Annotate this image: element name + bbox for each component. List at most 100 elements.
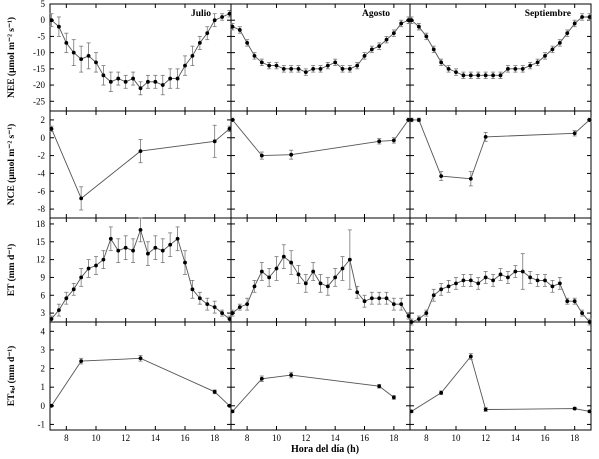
panel-frame-r1-septiembre <box>409 110 592 219</box>
data-point <box>491 73 495 78</box>
data-point <box>587 15 592 19</box>
data-point <box>528 63 533 68</box>
panel-frame-r3-agosto <box>230 321 411 431</box>
data-point <box>520 66 525 71</box>
y-tick-label: 2 <box>41 115 46 125</box>
x-axis-label: Hora del día (h) <box>291 444 359 455</box>
column-title-julio: Julio <box>191 9 211 19</box>
data-point <box>498 272 503 277</box>
panel-frame-r1-agosto <box>230 110 411 219</box>
data-point <box>572 299 577 304</box>
data-point <box>417 24 421 29</box>
data-point <box>340 266 345 271</box>
data-point <box>476 73 481 78</box>
data-point <box>296 272 301 277</box>
data-point <box>439 287 444 292</box>
data-point <box>431 47 436 52</box>
data-point <box>64 41 69 45</box>
data-point <box>520 269 525 274</box>
y-tick-label: 5 <box>41 0 46 9</box>
data-point <box>483 134 488 139</box>
data-point <box>153 79 158 84</box>
x-tick-label: 10 <box>272 433 282 443</box>
data-point <box>259 60 264 65</box>
y-tick-label: 12 <box>36 255 45 265</box>
data-point <box>289 373 294 377</box>
data-point <box>362 299 367 304</box>
data-point <box>116 76 121 81</box>
data-point <box>543 278 547 283</box>
data-point <box>138 356 143 361</box>
y-tick-label: 6 <box>41 290 46 300</box>
data-point <box>513 66 518 71</box>
data-point <box>461 73 466 78</box>
data-point <box>424 311 429 315</box>
data-point <box>71 50 76 55</box>
data-point <box>406 314 411 318</box>
data-point <box>267 275 272 280</box>
data-point <box>160 248 165 253</box>
data-point <box>369 47 374 52</box>
data-point <box>506 66 510 71</box>
data-point <box>318 66 323 71</box>
data-point <box>491 278 495 283</box>
data-point <box>572 131 577 136</box>
data-point <box>406 118 411 122</box>
data-point <box>461 278 466 283</box>
data-point <box>468 73 473 78</box>
data-point <box>303 70 308 74</box>
data-point <box>506 275 510 280</box>
data-point <box>557 281 562 286</box>
data-point <box>197 41 202 45</box>
panel-frame-r3-septiembre <box>409 321 592 431</box>
data-point <box>259 153 264 158</box>
data-point <box>333 275 338 280</box>
data-point <box>424 34 429 39</box>
data-point <box>230 24 235 29</box>
x-tick-label: 14 <box>151 433 161 443</box>
x-tick-label: 12 <box>301 433 310 443</box>
data-point <box>468 278 473 283</box>
x-tick-label: 16 <box>541 433 551 443</box>
data-point <box>108 79 113 84</box>
data-point <box>318 281 323 286</box>
data-point <box>57 308 61 313</box>
data-point <box>340 66 345 71</box>
data-point <box>417 118 421 122</box>
data-point <box>289 152 294 157</box>
data-point <box>399 21 404 26</box>
data-point <box>245 302 250 307</box>
data-point <box>409 409 414 414</box>
data-point <box>212 389 217 394</box>
y-tick-label: -20 <box>33 80 45 90</box>
data-point <box>123 79 128 84</box>
data-point <box>57 24 61 29</box>
data-point <box>406 18 411 23</box>
data-point <box>362 53 367 58</box>
panel-frame-r0-septiembre <box>409 3 592 112</box>
data-point <box>439 174 444 178</box>
y-tick-label: -6 <box>38 186 46 196</box>
y-tick-label: 0 <box>41 401 46 411</box>
y-tick-label: 15 <box>36 237 46 247</box>
data-point <box>212 139 217 144</box>
data-point <box>138 227 143 232</box>
y-tick-label: 0 <box>41 15 46 25</box>
x-tick-label: 16 <box>181 433 191 443</box>
data-point <box>49 18 54 23</box>
data-point <box>138 149 143 154</box>
data-point <box>94 60 98 65</box>
data-point <box>550 47 555 52</box>
y-tick-label: 0 <box>41 133 46 143</box>
y-tick-label: -2 <box>38 151 46 161</box>
series-line-r0-agosto <box>232 19 409 73</box>
data-point <box>347 257 352 262</box>
data-point <box>274 63 279 68</box>
y-tick-label: 4 <box>41 326 46 336</box>
data-point <box>535 60 540 65</box>
data-point <box>131 76 135 81</box>
x-tick-label: 10 <box>91 433 101 443</box>
data-point <box>123 245 128 250</box>
data-point <box>565 31 570 36</box>
data-point <box>220 311 224 315</box>
